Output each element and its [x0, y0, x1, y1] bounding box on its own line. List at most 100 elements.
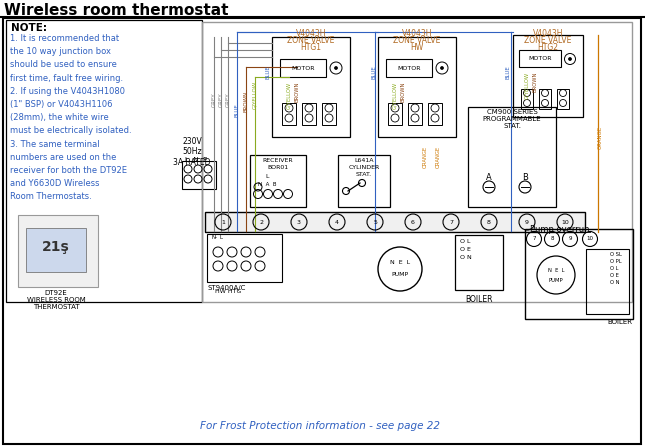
Bar: [378, 37, 456, 137]
Text: G/YELLOW: G/YELLOW: [393, 82, 397, 109]
Text: BROWN: BROWN: [401, 82, 406, 102]
Bar: [525, 229, 633, 319]
Text: V4043H: V4043H: [533, 29, 563, 38]
Bar: [302, 103, 316, 125]
Text: 9: 9: [568, 236, 571, 241]
Text: ORANGE: ORANGE: [597, 125, 602, 148]
Text: ZONE VALVE: ZONE VALVE: [287, 36, 335, 45]
Text: N  E  L: N E L: [390, 261, 410, 266]
Circle shape: [335, 67, 337, 69]
Text: ORANGE: ORANGE: [435, 146, 441, 168]
Text: 21ş: 21ş: [42, 240, 70, 254]
Text: 5: 5: [373, 219, 377, 224]
Text: HW: HW: [410, 43, 424, 52]
Bar: [202, 22, 632, 302]
Bar: [455, 235, 503, 290]
Text: DT92E
WIRELESS ROOM
THERMOSTAT: DT92E WIRELESS ROOM THERMOSTAT: [26, 290, 85, 310]
Text: should be used to ensure: should be used to ensure: [10, 60, 117, 69]
Text: B: B: [522, 173, 528, 181]
Bar: [428, 103, 442, 125]
Bar: [338, 155, 390, 207]
Bar: [250, 155, 306, 207]
Text: O N: O N: [610, 280, 619, 285]
Text: PUMP: PUMP: [392, 271, 408, 277]
Text: O L: O L: [610, 266, 619, 271]
Text: 3. The same terminal: 3. The same terminal: [10, 139, 99, 148]
Text: MOTOR: MOTOR: [292, 66, 315, 71]
Bar: [557, 89, 569, 109]
Text: 10: 10: [561, 219, 569, 224]
Bar: [282, 103, 296, 125]
Bar: [207, 234, 282, 282]
Text: (28mm), the white wire: (28mm), the white wire: [10, 113, 109, 122]
Bar: [272, 37, 350, 137]
Text: ZONE VALVE: ZONE VALVE: [393, 36, 441, 45]
Text: N  A  B: N A B: [258, 182, 277, 187]
Text: the 10 way junction box: the 10 way junction box: [10, 47, 111, 56]
Text: Pump overrun: Pump overrun: [530, 225, 590, 234]
Text: For Frost Protection information - see page 22: For Frost Protection information - see p…: [200, 421, 440, 431]
Bar: [586, 249, 629, 314]
Text: V4043H: V4043H: [402, 29, 432, 38]
Text: HTG2: HTG2: [537, 43, 559, 52]
Circle shape: [568, 58, 571, 60]
Text: ZONE VALVE: ZONE VALVE: [524, 36, 571, 45]
Text: 230V
50Hz
3A RATED: 230V 50Hz 3A RATED: [174, 137, 211, 167]
Bar: [280, 59, 326, 77]
Text: L641A: L641A: [354, 158, 373, 163]
Text: G/YELLOW: G/YELLOW: [286, 82, 292, 109]
Bar: [386, 59, 432, 77]
Bar: [408, 103, 422, 125]
Text: 7: 7: [449, 219, 453, 224]
Text: 3: 3: [297, 219, 301, 224]
Text: N  E  L: N E L: [548, 269, 564, 274]
Text: GREY: GREY: [219, 93, 224, 107]
Text: 8: 8: [487, 219, 491, 224]
Bar: [519, 50, 561, 67]
Text: must be electrically isolated.: must be electrically isolated.: [10, 127, 132, 135]
Text: A: A: [486, 173, 492, 181]
Text: 1. It is recommended that: 1. It is recommended that: [10, 34, 119, 43]
Text: HW HTG: HW HTG: [215, 289, 241, 294]
Text: STAT.: STAT.: [356, 172, 372, 177]
Text: BOILER: BOILER: [607, 319, 632, 325]
Bar: [513, 35, 583, 117]
Text: 10: 10: [586, 236, 593, 241]
Text: BLUE: BLUE: [371, 65, 376, 79]
Text: ST9400A/C: ST9400A/C: [207, 285, 245, 291]
Bar: [539, 89, 551, 109]
Text: RECEIVER: RECEIVER: [263, 158, 293, 163]
Text: O L: O L: [460, 239, 470, 244]
Bar: [521, 89, 533, 109]
Bar: [322, 103, 336, 125]
Text: Wireless room thermostat: Wireless room thermostat: [4, 3, 228, 18]
Text: ORANGE: ORANGE: [422, 146, 428, 168]
Text: BROWN: BROWN: [244, 91, 248, 112]
Text: and Y6630D Wireless: and Y6630D Wireless: [10, 179, 99, 188]
Bar: [18, 215, 98, 287]
Text: N-: N-: [212, 235, 218, 240]
Text: O SL: O SL: [610, 252, 622, 257]
Text: CM900 SERIES
PROGRAMMABLE
STAT.: CM900 SERIES PROGRAMMABLE STAT.: [482, 109, 541, 129]
Text: 8: 8: [550, 236, 554, 241]
Text: 7: 7: [532, 236, 536, 241]
Text: G/YELLOW: G/YELLOW: [524, 72, 530, 99]
Text: V4043H: V4043H: [296, 29, 326, 38]
Text: L: L: [265, 174, 269, 179]
Text: 1: 1: [221, 219, 225, 224]
Text: BOILER: BOILER: [465, 295, 493, 304]
Text: 6: 6: [411, 219, 415, 224]
Text: first time, fault free wiring.: first time, fault free wiring.: [10, 74, 123, 83]
Circle shape: [441, 67, 444, 69]
Text: O PL: O PL: [610, 259, 622, 264]
Text: G/YELLOW: G/YELLOW: [252, 81, 257, 109]
Text: O N: O N: [460, 255, 471, 260]
Bar: [6, 20, 202, 302]
Text: 2. If using the V4043H1080: 2. If using the V4043H1080: [10, 87, 125, 96]
Text: PUMP: PUMP: [549, 278, 563, 283]
Text: BLUE: BLUE: [265, 65, 270, 79]
Text: GREY: GREY: [226, 93, 230, 107]
Text: receiver for both the DT92E: receiver for both the DT92E: [10, 166, 127, 175]
Text: BROWN: BROWN: [533, 72, 537, 93]
Text: BLUE: BLUE: [235, 103, 239, 117]
